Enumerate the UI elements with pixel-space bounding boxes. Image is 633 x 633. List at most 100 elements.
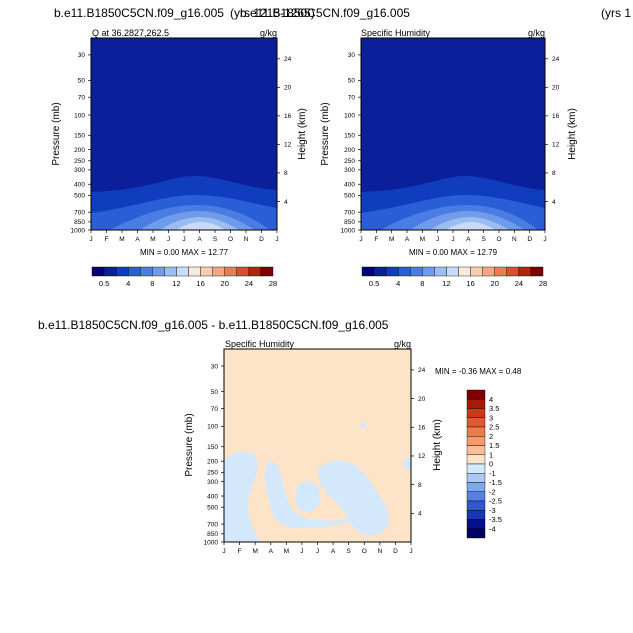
panel-a-x-tick-label: J bbox=[89, 236, 92, 243]
panel-c-pressure-tick-label: 50 bbox=[211, 389, 219, 396]
panel-c-negative-region-5 bbox=[360, 422, 366, 428]
panel-c-pressure-tick-label: 70 bbox=[211, 406, 219, 413]
panel-c-colorbar-swatch bbox=[466, 436, 486, 446]
panel-c-pressure-tick-label: 200 bbox=[207, 459, 218, 466]
figure-title-overlap: b.e11.B1850C5CN.f09_g16.005 bbox=[240, 6, 410, 20]
panel-b-colorbar-swatch bbox=[506, 266, 520, 277]
panel-a-x-tick-label: J bbox=[182, 236, 185, 243]
panel-b-pressure-tick-label: 250 bbox=[344, 158, 355, 165]
panel-a-pressure-tick-label: 50 bbox=[78, 78, 86, 85]
panel-c-colorbar-swatch bbox=[466, 408, 486, 418]
panel-b-colorbar-swatch bbox=[470, 266, 483, 277]
panel-b-colorbar-swatch bbox=[482, 266, 495, 277]
panel-a-colorbar: 0.5 4 8 12 16 20 24 28 bbox=[91, 266, 277, 288]
panel-c-negative-region-1 bbox=[224, 451, 260, 542]
panel-c-colorbar-swatch bbox=[466, 519, 486, 529]
panel-c-colorbar-label: -1.5 bbox=[489, 478, 502, 487]
panel-b-x-tick-label: A bbox=[466, 236, 471, 243]
panel-b-colorbar-label: 20 bbox=[491, 279, 499, 288]
panel-c-negative-region-2 bbox=[264, 461, 372, 528]
panel-c-negative-region-6 bbox=[403, 456, 411, 470]
panel-c-height-tick-label: 4 bbox=[418, 511, 422, 518]
panel-a-pressure-tick-label: 700 bbox=[74, 209, 85, 216]
panel-b-colorbar-swatch bbox=[373, 266, 387, 277]
panel-b-plot-area bbox=[361, 38, 545, 230]
panel-a-colorbar-swatch bbox=[152, 266, 165, 277]
panel-b-x-tick-label: D bbox=[527, 236, 532, 243]
panel-a-x-tick-label: M bbox=[119, 236, 124, 243]
panel-c-min-max: MIN = -0.36 MAX = 0.48 bbox=[435, 367, 522, 376]
panel-a-x-tick-label: F bbox=[105, 236, 109, 243]
panel-a-colorbar-swatch bbox=[260, 266, 274, 277]
panel-b-height-tick-label: 8 bbox=[552, 170, 556, 177]
difference-title: b.e11.B1850C5CN.f09_g16.005 - b.e11.B185… bbox=[38, 318, 389, 332]
panel-c-units: g/kg bbox=[394, 339, 411, 349]
panel-b-colorbar-label: 24 bbox=[515, 279, 523, 288]
panel-a-colorbar-label: 0.5 bbox=[99, 279, 109, 288]
panel-b-colorbar-swatch bbox=[458, 266, 471, 277]
panel-b-pressure-tick-label: 50 bbox=[348, 78, 356, 85]
panel-c-colorbar-swatch bbox=[466, 399, 486, 409]
panel-b-x-tick-label: S bbox=[481, 236, 486, 243]
panel-a-colorbar-swatch bbox=[103, 266, 117, 277]
panel-b-pressure-tick-label: 500 bbox=[344, 193, 355, 200]
panel-c-negative-region-3 bbox=[295, 481, 321, 512]
panel-b-contour-6 bbox=[446, 222, 496, 230]
panel-c-colorbar-swatch bbox=[466, 500, 486, 511]
panel-b-height-tick-label: 24 bbox=[552, 56, 560, 63]
panel-c-colorbar-swatch bbox=[466, 510, 486, 520]
panel-a-units: g/kg bbox=[260, 28, 277, 38]
panel-a-min-max: MIN = 0.00 MAX = 12.77 bbox=[140, 248, 229, 257]
panel-c-x-tick-label: M bbox=[252, 548, 257, 555]
panel-c-colorbar-label: -4 bbox=[489, 524, 496, 533]
panel-b-colorbar-swatch bbox=[446, 266, 459, 277]
panel-a-height-tick-label: 16 bbox=[284, 113, 292, 120]
panel-b-x-tick-label: M bbox=[420, 236, 425, 243]
panel-b-x-tick-label: J bbox=[451, 236, 454, 243]
panel-c-height-tick-label: 20 bbox=[418, 396, 426, 403]
panel-c-height-tick-label: 12 bbox=[418, 453, 426, 460]
panel-b-pressure-tick-label: 400 bbox=[344, 182, 355, 189]
panel-a-colorbar-label: 8 bbox=[150, 279, 154, 288]
panel-b-colorbar-swatch bbox=[398, 266, 411, 277]
panel-a-colorbar-label: 24 bbox=[245, 279, 253, 288]
panel-a-pressure-tick-label: 30 bbox=[78, 52, 86, 59]
panel-a-height-tick-label: 4 bbox=[284, 199, 288, 206]
panel-a-colorbar-swatch bbox=[127, 266, 141, 277]
panel-b-colorbar-swatch bbox=[518, 266, 532, 277]
panel-a-colorbar-label: 28 bbox=[269, 279, 277, 288]
panel-c-ylabel-right: Height (km) bbox=[432, 419, 443, 471]
panel-a-colorbar-swatch bbox=[115, 266, 129, 277]
panel-c-colorbar-label: 0 bbox=[489, 460, 493, 469]
panel-c-colorbar-label: -3 bbox=[489, 506, 496, 515]
panel-c-colorbar-label: 3.5 bbox=[489, 404, 499, 413]
figure-title-right: (yrs 1 bbox=[601, 6, 631, 20]
panel-b-ticks: J F M A M J J A S O N D J 30 50 70 100 150 200 250 300 400 500… bbox=[341, 52, 560, 243]
panel-a-colorbar-label: 4 bbox=[126, 279, 130, 288]
panel-b-x-tick-label: A bbox=[405, 236, 410, 243]
panel-c-colorbar-label: -2 bbox=[489, 487, 496, 496]
panel-c-colorbar-swatch bbox=[466, 482, 486, 492]
panel-a-plot-area bbox=[91, 38, 277, 230]
figure-title-mid: (yrs 1215-1265) bbox=[230, 6, 315, 20]
panel-c-colorbar-label: -1 bbox=[489, 469, 496, 478]
panel-c-colorbar-label: -3.5 bbox=[489, 515, 502, 524]
panel-b-x-tick-label: M bbox=[389, 236, 394, 243]
panel-a-pressure-tick-label: 100 bbox=[74, 112, 85, 119]
panel-c-pressure-tick-label: 150 bbox=[207, 444, 218, 451]
panel-c-colorbar-swatch bbox=[466, 417, 486, 428]
panel-b-ylabel: Pressure (mb) bbox=[320, 102, 331, 165]
panel-b-colorbar: 0.5 4 8 12 16 20 24 28 bbox=[361, 266, 547, 288]
panel-c: Specific Humidity g/kg Pressure (mb) Hei… bbox=[184, 339, 522, 555]
panel-b-colorbar-label: 0.5 bbox=[369, 279, 379, 288]
panel-c-height-tick-label: 24 bbox=[418, 367, 426, 374]
panel-c-pressure-tick-label: 250 bbox=[207, 470, 218, 477]
panel-b-x-tick-label: F bbox=[374, 236, 378, 243]
panel-c-x-tick-label: N bbox=[377, 548, 382, 555]
panel-b-colorbar-swatch bbox=[410, 266, 423, 277]
panel-c-ticks: J F M A M J J A S O N D J 30 50 70 100 150 200 250 300 400 500… bbox=[204, 363, 426, 555]
panel-c-colorbar-label: 3 bbox=[489, 413, 493, 422]
panel-a-title: Q at 36.2827,262.5 bbox=[92, 28, 169, 38]
panel-b-colorbar-swatch bbox=[422, 266, 435, 277]
panel-b-colorbar-swatch bbox=[361, 266, 375, 277]
